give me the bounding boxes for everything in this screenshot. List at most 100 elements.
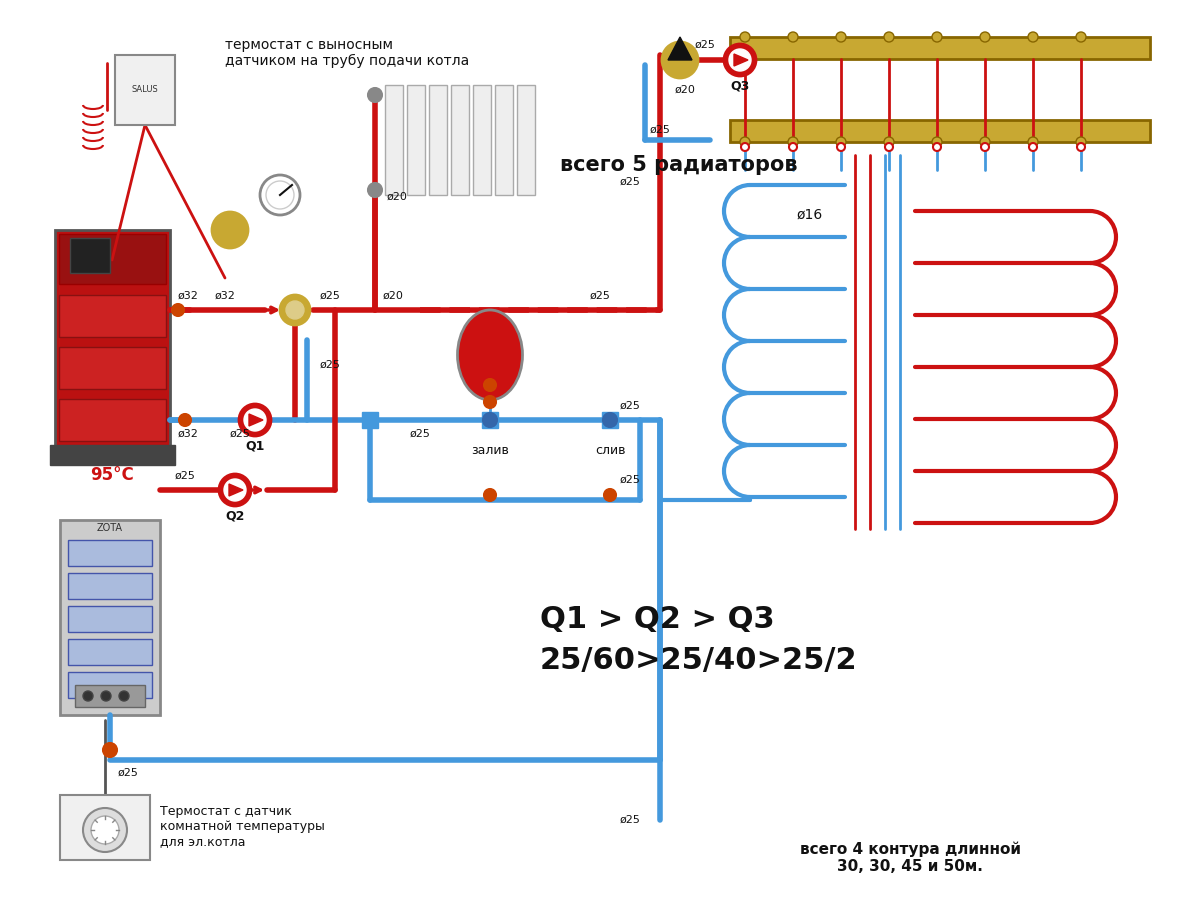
- Bar: [68, 540, 152, 566]
- Bar: [50, 445, 175, 465]
- Circle shape: [224, 479, 246, 501]
- Circle shape: [932, 137, 942, 147]
- Text: ø25: ø25: [619, 815, 640, 825]
- Circle shape: [368, 88, 382, 102]
- Circle shape: [1029, 143, 1037, 151]
- Circle shape: [83, 808, 127, 852]
- Bar: [59, 295, 165, 337]
- Text: ø25: ø25: [619, 401, 640, 411]
- Text: ø32: ø32: [177, 429, 199, 439]
- Bar: [68, 573, 152, 599]
- Bar: [60, 520, 159, 715]
- Bar: [730, 120, 1150, 142]
- Circle shape: [980, 32, 990, 42]
- Circle shape: [885, 143, 893, 151]
- Text: ø32: ø32: [215, 291, 235, 301]
- Polygon shape: [734, 54, 748, 66]
- Circle shape: [287, 301, 305, 319]
- Bar: [362, 412, 378, 428]
- Bar: [482, 412, 498, 428]
- Circle shape: [981, 143, 989, 151]
- Circle shape: [368, 183, 382, 197]
- Circle shape: [484, 396, 496, 408]
- Circle shape: [1028, 137, 1038, 147]
- Circle shape: [603, 413, 617, 427]
- Circle shape: [789, 143, 797, 151]
- Text: ø25: ø25: [619, 177, 640, 187]
- Circle shape: [662, 42, 698, 78]
- Circle shape: [884, 137, 894, 147]
- Text: ø25: ø25: [650, 125, 670, 135]
- Text: слив: слив: [595, 444, 625, 456]
- Bar: [59, 234, 165, 284]
- Circle shape: [281, 295, 311, 325]
- Circle shape: [1028, 32, 1038, 42]
- Text: ø32: ø32: [177, 291, 199, 301]
- Circle shape: [741, 143, 749, 151]
- Circle shape: [740, 32, 751, 42]
- Circle shape: [932, 32, 942, 42]
- Circle shape: [1077, 143, 1085, 151]
- Circle shape: [83, 691, 94, 701]
- Circle shape: [788, 137, 799, 147]
- Text: ø20: ø20: [675, 85, 695, 95]
- Bar: [406, 85, 424, 195]
- Bar: [59, 399, 165, 441]
- Circle shape: [884, 32, 894, 42]
- Circle shape: [483, 413, 498, 427]
- Bar: [495, 85, 513, 195]
- Text: термостат с выносным
датчиком на трубу подачи котла: термостат с выносным датчиком на трубу п…: [225, 38, 469, 68]
- Bar: [59, 347, 165, 389]
- Circle shape: [212, 212, 248, 248]
- Circle shape: [740, 137, 751, 147]
- Text: ø25: ø25: [230, 429, 251, 439]
- Bar: [385, 85, 403, 195]
- Circle shape: [171, 304, 183, 316]
- Text: Q2: Q2: [225, 509, 245, 523]
- Text: ø25: ø25: [590, 291, 610, 301]
- Circle shape: [245, 409, 266, 431]
- Text: всего 4 контура длинной
30, 30, 45 и 50м.: всего 4 контура длинной 30, 30, 45 и 50м…: [800, 842, 1020, 875]
- Text: 25/60>25/40>25/2: 25/60>25/40>25/2: [540, 645, 857, 674]
- Bar: [730, 37, 1150, 59]
- Text: ø25: ø25: [320, 291, 341, 301]
- Bar: [517, 85, 535, 195]
- Text: Термостат с датчик
комнатной температуры
для эл.котла: Термостат с датчик комнатной температуры…: [159, 805, 325, 848]
- Circle shape: [179, 414, 191, 426]
- Circle shape: [239, 404, 271, 436]
- Ellipse shape: [458, 310, 523, 400]
- Text: SALUS: SALUS: [132, 86, 158, 94]
- Circle shape: [788, 32, 799, 42]
- Bar: [115, 55, 175, 125]
- Text: ø25: ø25: [410, 429, 430, 439]
- Circle shape: [836, 137, 846, 147]
- Circle shape: [484, 489, 496, 501]
- Bar: [68, 672, 152, 698]
- Text: Q1 > Q2 > Q3: Q1 > Q2 > Q3: [540, 606, 775, 634]
- Circle shape: [484, 379, 496, 391]
- Polygon shape: [668, 37, 692, 60]
- Text: ø20: ø20: [382, 291, 404, 301]
- Circle shape: [980, 137, 990, 147]
- Text: ø20: ø20: [387, 192, 408, 202]
- Bar: [60, 795, 150, 860]
- Circle shape: [219, 474, 251, 506]
- Circle shape: [1076, 137, 1086, 147]
- Bar: [602, 412, 617, 428]
- Circle shape: [724, 44, 757, 76]
- Circle shape: [260, 175, 300, 215]
- Text: ø25: ø25: [320, 360, 341, 370]
- Bar: [68, 606, 152, 632]
- Circle shape: [266, 181, 294, 209]
- Circle shape: [91, 816, 119, 844]
- Text: ø25: ø25: [694, 40, 716, 50]
- Bar: [472, 85, 492, 195]
- Circle shape: [933, 143, 941, 151]
- Text: ø25: ø25: [118, 768, 139, 778]
- Text: Q1: Q1: [246, 439, 265, 453]
- Text: всего 5 радиаторов: всего 5 радиаторов: [560, 155, 797, 175]
- Polygon shape: [229, 484, 243, 496]
- Text: залив: залив: [471, 444, 508, 456]
- Circle shape: [1076, 32, 1086, 42]
- Circle shape: [101, 691, 112, 701]
